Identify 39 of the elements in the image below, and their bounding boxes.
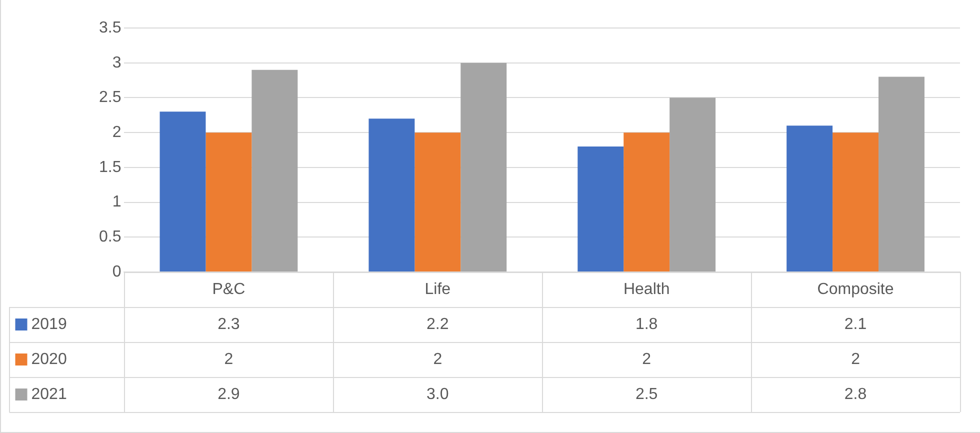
data-label: 2.2 xyxy=(426,316,449,333)
y-tick-label: 1 xyxy=(112,194,122,211)
y-tick-label: 1.5 xyxy=(98,158,122,176)
legend-label: 2019 xyxy=(31,316,67,333)
data-label: 2.9 xyxy=(218,386,240,403)
bar xyxy=(160,112,206,272)
bar xyxy=(252,70,298,272)
bar xyxy=(624,132,670,272)
data-label: 2.3 xyxy=(218,316,240,333)
data-label: 2 xyxy=(851,350,860,368)
data-label: 2.1 xyxy=(844,316,867,333)
bar xyxy=(414,132,461,272)
bar xyxy=(460,62,507,272)
bar xyxy=(878,76,924,272)
y-tick-label: 0.5 xyxy=(98,228,122,246)
y-tick-label: 3 xyxy=(112,54,122,72)
data-label: 3.0 xyxy=(426,386,449,403)
bar xyxy=(832,132,879,272)
data-label: 1.8 xyxy=(635,316,658,333)
bar xyxy=(578,146,624,272)
x-tick-label: Life xyxy=(424,280,451,298)
data-label: 2 xyxy=(433,350,442,368)
y-tick-label: 2.5 xyxy=(98,89,122,106)
bar xyxy=(786,126,833,272)
x-tick-label: Composite xyxy=(817,280,894,298)
data-label: 2 xyxy=(224,350,234,368)
bar xyxy=(368,118,415,272)
legend-label: 2020 xyxy=(31,350,67,368)
y-tick-label: 3.5 xyxy=(98,19,122,36)
y-tick-label: 0 xyxy=(112,263,122,280)
data-label: 2.5 xyxy=(635,386,658,403)
bar xyxy=(206,132,252,272)
data-label: 2.8 xyxy=(844,386,867,403)
y-tick-label: 2 xyxy=(112,124,122,141)
x-tick-label: Health xyxy=(623,280,670,298)
x-tick-label: P&C xyxy=(212,280,246,298)
legend-label: 2021 xyxy=(31,386,67,403)
data-label: 2 xyxy=(642,350,652,368)
bar xyxy=(670,98,716,272)
